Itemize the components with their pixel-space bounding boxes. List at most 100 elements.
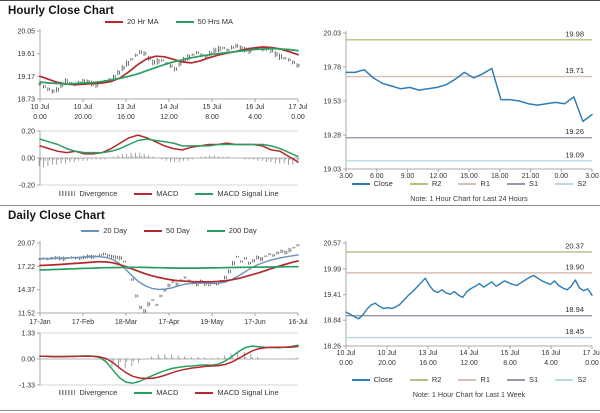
legend-swatch-icon — [134, 192, 153, 195]
legend-label: Divergence — [79, 189, 118, 198]
legend-swatch-icon — [144, 229, 163, 232]
legend-label: R2 — [431, 179, 442, 188]
svg-text:19.78: 19.78 — [323, 65, 341, 72]
svg-text:19.61: 19.61 — [17, 51, 35, 58]
legend-label: R1 — [480, 375, 490, 384]
legend-label: 20 Hr MA — [126, 17, 159, 26]
svg-text:19.41: 19.41 — [323, 292, 341, 299]
legend-item: R1 — [458, 375, 490, 384]
svg-text:0.20: 0.20 — [21, 129, 35, 136]
svg-text:19.90: 19.90 — [565, 262, 584, 271]
svg-text:16 Jul: 16 Jul — [246, 104, 265, 111]
svg-text:15 Jul: 15 Jul — [203, 104, 222, 111]
svg-text:10 Jul: 10 Jul — [337, 350, 356, 357]
svg-text:20.05: 20.05 — [17, 29, 35, 36]
svg-text:16.00: 16.00 — [117, 114, 135, 121]
legend-label: S1 — [529, 375, 539, 384]
legend-label: MACD Signal Line — [217, 388, 279, 397]
bottom-divider — [0, 410, 600, 411]
pivot-24h-legend: Close R2 R1 S1 S2 — [346, 179, 592, 188]
hourly-macd-chart: 0.20 0.00 -0.20 — [19, 129, 300, 190]
svg-text:3.00: 3.00 — [585, 173, 599, 180]
legend-label: S1 — [529, 179, 539, 188]
legend-label: R1 — [480, 179, 490, 188]
legend-item: 20 Day — [81, 226, 127, 235]
legend-item: S2 — [555, 179, 586, 188]
svg-text:3.00: 3.00 — [339, 173, 353, 180]
svg-text:12.00: 12.00 — [160, 114, 178, 121]
svg-text:17 Jul: 17 Jul — [583, 350, 600, 357]
svg-text:17-Apr: 17-Apr — [158, 319, 180, 326]
daily-chart-title: Daily Close Chart — [8, 210, 105, 222]
legend-item: MACD — [134, 189, 178, 198]
svg-text:18.94: 18.94 — [565, 305, 584, 314]
svg-text:18.26: 18.26 — [323, 344, 341, 351]
svg-text:0.00: 0.00 — [339, 360, 353, 367]
svg-text:0.00: 0.00 — [33, 114, 47, 121]
legend-label: Divergence — [79, 388, 118, 397]
legend-label: 200 Day — [228, 226, 257, 235]
svg-text:6.00: 6.00 — [370, 173, 384, 180]
svg-text:19-May: 19-May — [200, 319, 224, 326]
legend-swatch-icon — [59, 390, 76, 395]
svg-text:8.00: 8.00 — [503, 360, 517, 367]
svg-text:14 Jul: 14 Jul — [460, 350, 479, 357]
svg-text:18.84: 18.84 — [323, 318, 341, 325]
svg-text:10 Jul: 10 Jul — [378, 350, 397, 357]
svg-text:13 Jul: 13 Jul — [419, 350, 438, 357]
legend-item: Close — [351, 375, 393, 384]
svg-text:15 Jul: 15 Jul — [501, 350, 520, 357]
legend-item: 50 Day — [144, 226, 190, 235]
pivot-24h-note: Note: 1 Hour Chart for Last 24 Hours — [410, 194, 528, 203]
pivot-week-note: Note: 1 Hour Chart for Last 1 Week — [412, 390, 526, 399]
svg-text:0.00: 0.00 — [21, 156, 35, 163]
legend-label: MACD — [156, 189, 179, 198]
svg-text:15.00: 15.00 — [460, 173, 478, 180]
legend-item: MACD — [134, 388, 178, 397]
legend-item: Close — [351, 179, 393, 188]
svg-text:11.52: 11.52 — [18, 311, 35, 318]
legend-label: Close — [373, 375, 393, 384]
svg-text:20.03: 20.03 — [323, 31, 341, 38]
legend-item: 200 Day — [206, 226, 257, 235]
legend-item: MACD Signal Line — [195, 388, 279, 397]
svg-text:10 Jul: 10 Jul — [31, 104, 50, 111]
legend-swatch-icon — [104, 20, 123, 23]
svg-text:17-Jan: 17-Jan — [29, 319, 51, 326]
legend-swatch-icon — [351, 378, 370, 381]
legend-swatch-icon — [507, 182, 525, 185]
legend-item: R2 — [409, 375, 442, 384]
legend-swatch-icon — [409, 378, 428, 381]
svg-text:21.00: 21.00 — [522, 173, 540, 180]
svg-text:18-Mar: 18-Mar — [115, 319, 138, 326]
legend-item: R1 — [458, 179, 490, 188]
svg-text:9.00: 9.00 — [401, 173, 415, 180]
legend-swatch-icon — [81, 229, 100, 232]
legend-label: Close — [373, 179, 393, 188]
svg-text:19.98: 19.98 — [565, 29, 584, 38]
legend-swatch-icon — [59, 191, 76, 196]
svg-text:18.00: 18.00 — [491, 173, 509, 180]
svg-text:20.00: 20.00 — [74, 114, 92, 121]
svg-text:16 Jul: 16 Jul — [542, 350, 561, 357]
legend-item: S2 — [555, 375, 586, 384]
legend-label: 20 Day — [103, 226, 128, 235]
pivot-week-legend: Close R2 R1 S1 S2 — [346, 375, 592, 384]
legend-item: S1 — [507, 179, 538, 188]
legend-label: 50 Day — [166, 226, 190, 235]
svg-text:-1.33: -1.33 — [19, 383, 35, 390]
legend-swatch-icon — [195, 391, 214, 394]
svg-text:19.99: 19.99 — [323, 266, 341, 273]
legend-label: R2 — [431, 375, 442, 384]
svg-text:16.00: 16.00 — [419, 360, 437, 367]
svg-text:20.57: 20.57 — [323, 241, 341, 248]
svg-text:20.07: 20.07 — [17, 241, 35, 248]
daily-macd-legend: Divergence MACD MACD Signal Line — [40, 388, 298, 397]
legend-swatch-icon — [351, 182, 370, 185]
svg-text:17 Jul: 17 Jul — [289, 104, 308, 111]
legend-item: R2 — [409, 179, 442, 188]
svg-text:12.00: 12.00 — [429, 173, 447, 180]
svg-text:19.28: 19.28 — [323, 133, 341, 140]
svg-text:19.53: 19.53 — [323, 99, 341, 106]
